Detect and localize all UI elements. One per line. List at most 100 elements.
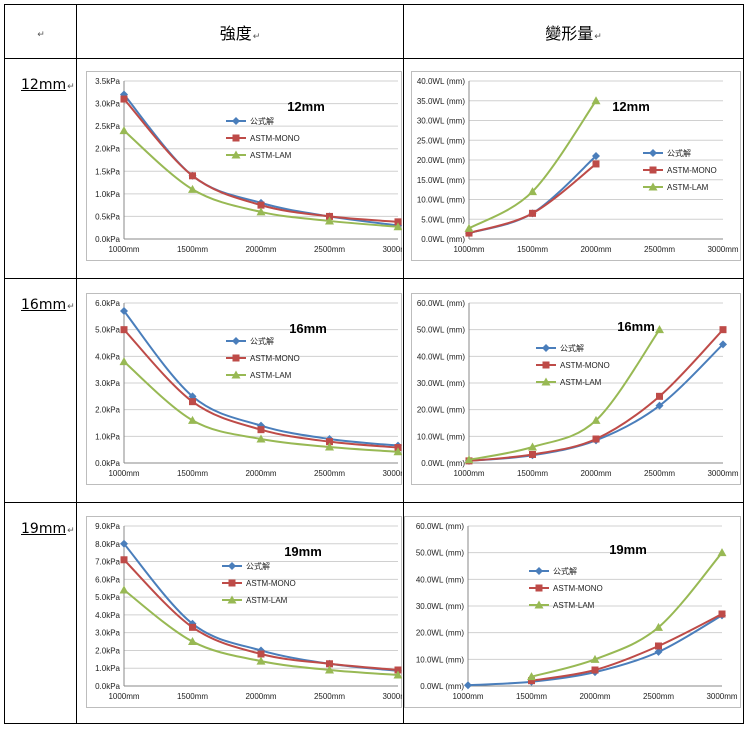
data-point [257,201,265,209]
data-point [654,647,663,656]
legend-marker [542,361,550,369]
legend-label: 公式解 [553,566,577,576]
y-tick-label: 50.0WL (mm) [417,326,465,335]
data-point [120,307,128,315]
row-mark: ↵ [67,302,75,312]
x-tick-label: 1000mm [453,469,484,478]
data-point [325,665,334,674]
data-point [188,184,197,193]
y-tick-label: 4.0kPa [95,611,120,620]
data-point [465,229,473,237]
legend-marker [649,166,657,174]
data-point [394,666,402,674]
row-label-text: 16mm [21,297,67,313]
data-point [188,392,197,401]
x-tick-label: 2500mm [314,245,345,254]
y-tick-label: 40.0WL (mm) [417,77,465,86]
data-point [325,216,334,225]
data-point [120,90,128,99]
row-label-text: 19mm [21,521,67,537]
x-tick-label: 1000mm [453,245,484,254]
y-tick-label: 6.0kPa [95,299,120,308]
x-tick-label: 2500mm [314,469,345,478]
y-tick-label: 30.0WL (mm) [417,117,465,126]
data-point [120,326,128,334]
legend-marker [228,562,236,570]
legend-marker [535,567,543,575]
x-tick-label: 3000mm [382,692,402,701]
row-label-16mm: 16mm↵ [4,278,77,503]
y-tick-label: 2.0kPa [95,145,120,154]
x-tick-label: 1500mm [177,245,208,254]
x-tick-label: 2500mm [644,469,675,478]
y-tick-label: 1.0kPa [95,190,120,199]
data-point [654,622,663,631]
chart-deformation-12mm: 0.0WL (mm) 5.0WL (mm) 10.0WL (mm) 15.0WL (m… [411,71,741,261]
data-point [528,442,537,451]
y-tick-label: 5.0kPa [95,593,120,602]
series-line [468,329,661,461]
x-tick-label: 2000mm [579,692,610,701]
data-point [120,95,128,103]
row-label-12mm: 12mm↵ [4,58,77,279]
data-point [718,610,726,618]
data-point [189,172,196,180]
legend-marker [231,150,241,159]
y-tick-label: 2.0kPa [95,406,120,415]
legend-label: 公式解 [667,148,691,158]
y-tick-label: 30.0WL (mm) [416,602,464,611]
y-tick-label: 7.0kPa [95,558,120,567]
y-tick-label: 20.0WL (mm) [416,629,464,638]
header-mark: ↵ [594,31,602,42]
data-point [529,209,536,217]
data-point [655,325,664,334]
x-tick-label: 1500mm [177,692,208,701]
data-point [119,357,129,366]
chart-title: 19mm [284,544,322,559]
chart-title: 19mm [609,542,647,557]
legend-marker [649,149,657,157]
y-tick-label: 10.0WL (mm) [417,196,465,205]
chart-strength-12mm: 0.0kPa 0.5kPa 1.0kPa 1.5kPa 2.0kPa 2.5kPa 3.0k… [86,71,402,261]
legend-label: ASTM-LAM [560,378,602,387]
data-point [528,187,537,196]
legend-label: ASTM-MONO [553,584,603,593]
y-tick-label: 15.0WL (mm) [417,176,465,185]
row-mark: ↵ [67,526,75,536]
corner-cell: ↵ [4,4,77,59]
header-strength-label: 強度 [219,23,252,43]
y-tick-label: 3.0kPa [95,379,120,388]
data-point [256,434,266,443]
row-label-19mm: 19mm↵ [4,502,77,724]
series-line [531,552,723,678]
x-tick-label: 3000mm [706,692,737,701]
legend-label: 公式解 [250,336,274,346]
data-point [529,450,536,458]
data-point [592,435,600,443]
x-tick-label: 3000mm [382,469,402,478]
x-tick-label: 1500mm [517,245,548,254]
series-line [531,613,723,682]
data-point [257,426,265,434]
legend-label: ASTM-LAM [246,596,288,605]
x-tick-label: 1000mm [108,469,139,478]
data-point [256,207,266,216]
legend-marker [541,377,551,386]
y-tick-label: 10.0WL (mm) [417,432,465,441]
x-tick-label: 2000mm [580,245,611,254]
legend-marker [232,134,240,142]
data-point [656,392,663,400]
y-tick-label: 60.0WL (mm) [417,299,465,308]
x-tick-label: 2000mm [245,692,276,701]
legend-label: ASTM-LAM [250,371,292,380]
y-tick-label: 0.0kPa [95,235,120,244]
data-point [119,585,129,594]
legend-label: ASTM-MONO [246,579,296,588]
data-point [591,415,601,424]
data-point [257,650,265,658]
legend-label: ASTM-MONO [560,361,610,370]
data-point [189,398,196,406]
y-tick-label: 2.0kPa [95,646,120,655]
x-tick-label: 1000mm [452,692,483,701]
header-mark: ↵ [252,31,261,42]
